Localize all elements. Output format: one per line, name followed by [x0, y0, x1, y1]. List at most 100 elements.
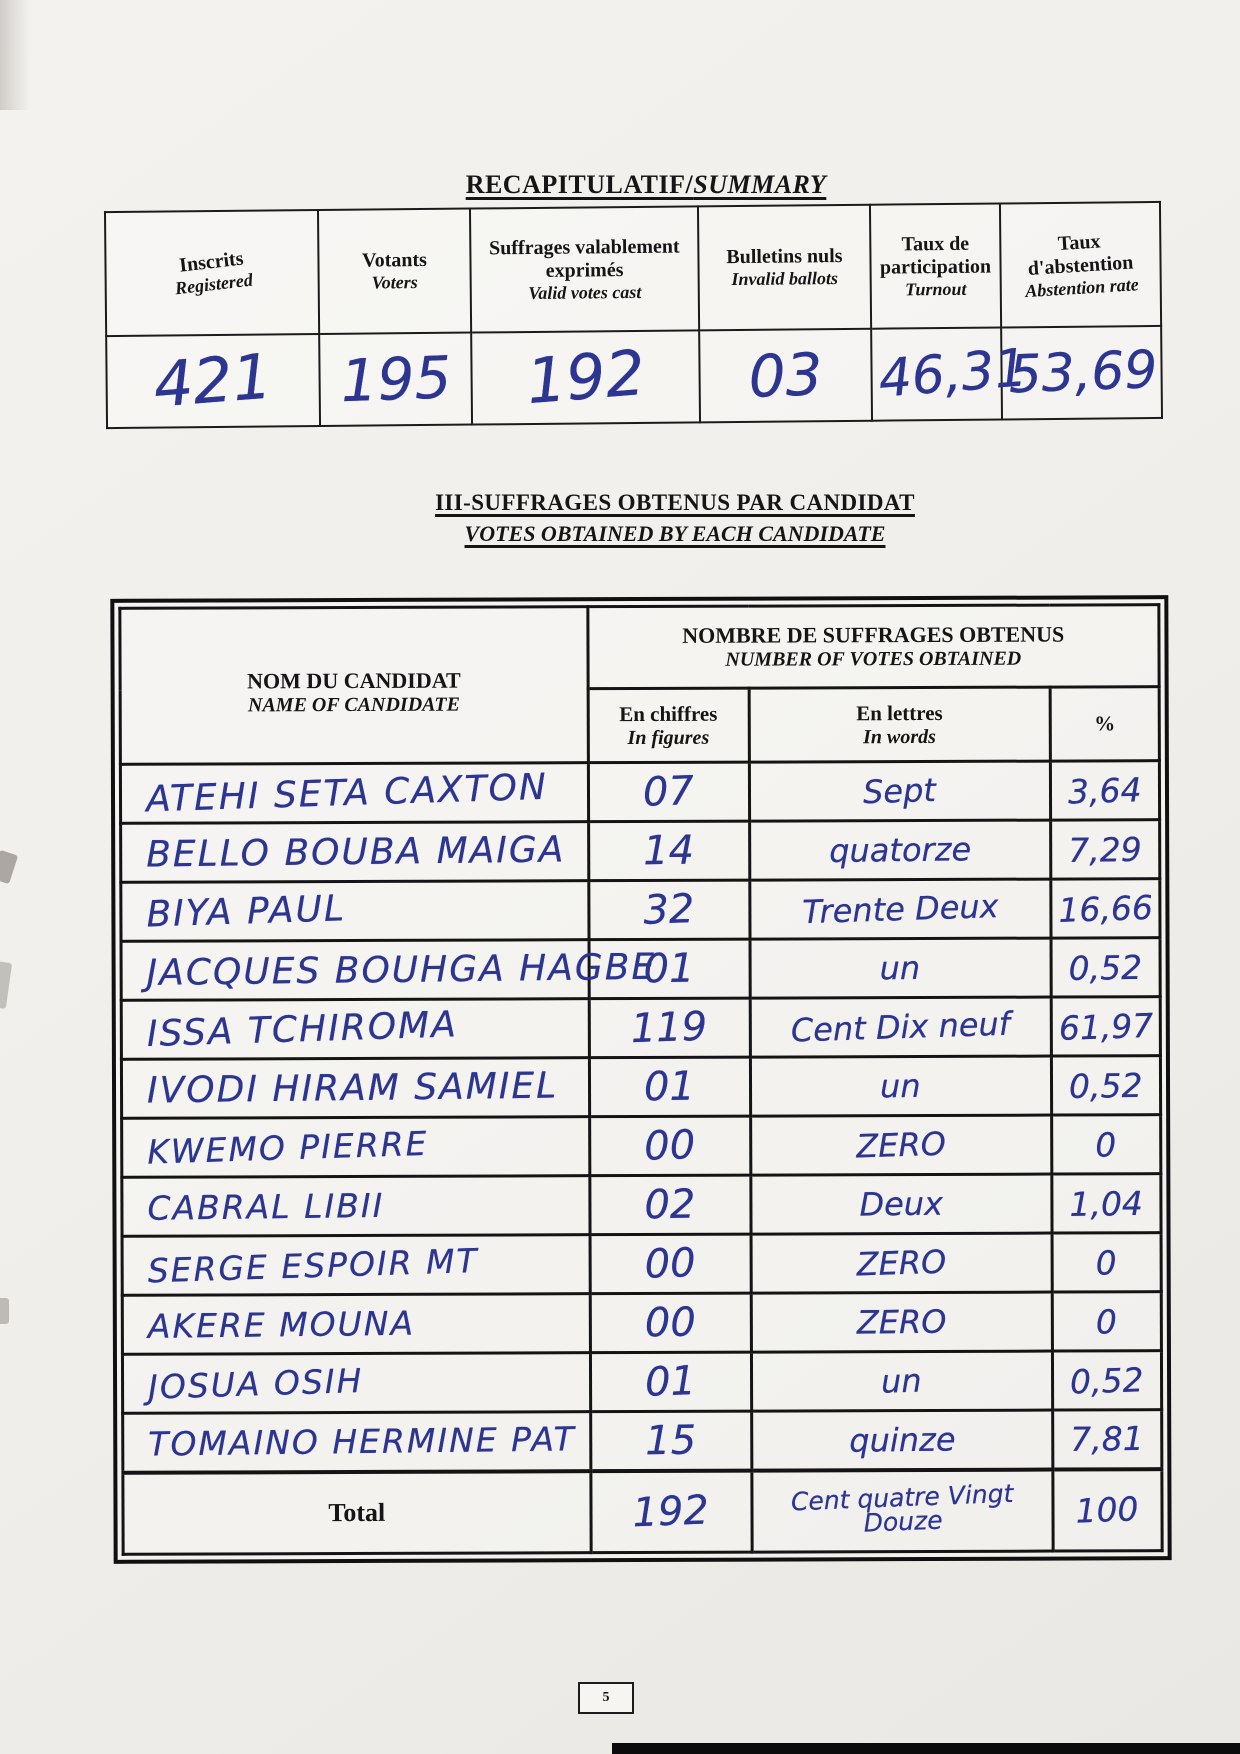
document-title: RECAPITULATIF/SUMMARY	[26, 170, 1240, 200]
candidate-name-cell: ISSA TCHIROMA	[121, 998, 589, 1060]
percent-cell: 0	[1051, 1232, 1162, 1293]
words-cell: Deux	[750, 1174, 1052, 1235]
summary-value-abstention: 53,69	[1001, 325, 1163, 420]
candidate-row: AKERE MOUNA 00 ZERO 0	[122, 1291, 1162, 1355]
words-cell: Cent Dix neuf	[749, 997, 1052, 1058]
words-cell: ZERO	[750, 1115, 1052, 1176]
candidate-name-cell: JOSUA OSIH	[122, 1352, 591, 1414]
figures-cell: 01	[588, 1057, 751, 1117]
words-cell: Trente Deux	[749, 879, 1051, 940]
summary-header-row: Inscrits Registered Votants Voters Suffrag…	[104, 201, 1162, 337]
candidate-row: BIYA PAUL 32 Trente Deux 16,66	[120, 878, 1161, 942]
figures-cell: 32	[588, 880, 750, 940]
scan-artifact-mark	[0, 849, 19, 885]
summary-header-invalid-ballots: Bulletins nuls Invalid ballots	[697, 204, 872, 331]
document-title-en: SUMMARY	[693, 170, 827, 199]
candidate-row: JACQUES BOUHGA HAGBE 01 un 0,52	[121, 937, 1161, 1001]
candidate-name-cell: BELLO BOUBA MAIGA	[120, 821, 589, 883]
total-percent-cell: 100	[1052, 1468, 1163, 1552]
votes-header-name: NOM DU CANDIDAT NAME OF CANDIDATE	[119, 606, 588, 765]
percent-cell: 0	[1051, 1114, 1161, 1175]
candidate-row: JOSUA OSIH 01 un 0,52	[122, 1350, 1162, 1414]
percent-cell: 1,04	[1051, 1173, 1162, 1234]
total-label: Total	[122, 1470, 591, 1555]
percent-cell: 0,52	[1050, 937, 1161, 998]
total-row: Total 192 Cent quatre Vingt Douze 100	[122, 1468, 1163, 1555]
scan-artifact-mark	[0, 1298, 9, 1324]
votes-table: NOM DU CANDIDAT NAME OF CANDIDATE NOMBRE…	[118, 603, 1163, 1556]
figures-cell: 14	[588, 821, 750, 881]
words-cell: quinze	[751, 1410, 1053, 1471]
section-title: III-SUFFRAGES OBTENUS PAR CANDIDAT VOTES…	[55, 490, 1240, 547]
summary-value-valid-votes: 192	[471, 330, 701, 425]
figures-cell: 15	[590, 1411, 752, 1471]
candidate-row: TOMAINO HERMINE PAT 15 quinze 7,81	[122, 1409, 1162, 1473]
page-number: 5	[602, 1690, 610, 1705]
votes-header-percent: %	[1050, 686, 1160, 762]
figures-cell: 02	[589, 1175, 751, 1235]
candidate-name-cell: IVODI HIRAM SAMIEL	[121, 1057, 590, 1119]
scan-artifact-bottom-band	[612, 1743, 1240, 1754]
words-cell: ZERO	[750, 1292, 1053, 1353]
candidate-name-cell: BIYA PAUL	[120, 880, 589, 942]
words-cell: quatorze	[749, 820, 1051, 881]
candidate-row: KWEMO PIERRE 00 ZERO 0	[121, 1114, 1161, 1178]
candidate-row: CABRAL LIBII 02 Deux 1,04	[121, 1173, 1162, 1237]
section-title-en: VOTES OBTAINED BY EACH CANDIDATE	[464, 521, 886, 546]
figures-cell: 00	[589, 1293, 752, 1353]
candidate-row: BELLO BOUBA MAIGA 14 quatorze 7,29	[120, 819, 1160, 883]
candidate-name-cell: AKERE MOUNA	[122, 1293, 591, 1355]
candidate-row: ATEHI SETA CAXTON 07 Sept 3,64	[120, 760, 1160, 824]
candidate-row: SERGE ESPOIR MT 00 ZERO 0	[122, 1232, 1162, 1296]
candidate-name-cell: CABRAL LIBII	[121, 1175, 590, 1237]
figures-cell: 01	[590, 1352, 752, 1412]
percent-cell: 0,52	[1051, 1055, 1161, 1116]
percent-cell: 16,66	[1050, 878, 1161, 939]
percent-cell: 7,29	[1050, 819, 1160, 880]
scan-edge-shade	[0, 0, 30, 110]
words-cell: un	[749, 938, 1052, 999]
votes-header-row-1: NOM DU CANDIDAT NAME OF CANDIDATE NOMBRE…	[119, 604, 1160, 765]
summary-header-abstention: Taux d'abstention Abstention rate	[999, 201, 1162, 328]
summary-header-turnout: Taux de participation Turnout	[869, 203, 1002, 329]
summary-value-registered: 421	[106, 334, 321, 429]
candidate-name-cell: TOMAINO HERMINE PAT	[122, 1411, 591, 1473]
summary-value-invalid-ballots: 03	[699, 328, 873, 423]
scan-artifact-mark	[0, 961, 13, 1009]
words-cell: ZERO	[750, 1233, 1053, 1294]
candidate-name-cell: JACQUES BOUHGA HAGBE	[121, 939, 656, 1001]
percent-cell: 61,97	[1051, 996, 1161, 1057]
summary-header-registered: Inscrits Registered	[104, 210, 320, 337]
summary-header-valid-votes: Suffrages valablement exprimés Valid vote…	[469, 206, 700, 333]
candidate-row: IVODI HIRAM SAMIEL 01 un 0,52	[121, 1055, 1161, 1119]
summary-header-voters: Votants Voters	[317, 208, 472, 335]
votes-table-frame: NOM DU CANDIDAT NAME OF CANDIDATE NOMBRE…	[110, 595, 1172, 1564]
figures-cell: 119	[588, 998, 751, 1058]
section-title-fr: III-SUFFRAGES OBTENUS PAR CANDIDAT	[435, 490, 915, 515]
votes-header-number-obtained: NOMBRE DE SUFFRAGES OBTENUS NUMBER OF VO…	[587, 604, 1160, 689]
candidate-name-cell: ATEHI SETA CAXTON	[120, 762, 589, 824]
votes-header-words: En lettres In words	[748, 687, 1051, 763]
percent-cell: 3,64	[1050, 760, 1160, 821]
words-cell: Sept	[748, 761, 1051, 822]
words-cell: un	[750, 1056, 1052, 1117]
figures-cell: 00	[589, 1116, 751, 1176]
summary-value-turnout: 46,31	[871, 327, 1030, 421]
percent-cell: 7,81	[1052, 1409, 1162, 1470]
percent-cell: 0	[1052, 1291, 1162, 1352]
figures-cell: 00	[589, 1234, 751, 1294]
words-cell: un	[751, 1351, 1053, 1412]
summary-table: Inscrits Registered Votants Voters Suffrag…	[103, 200, 1164, 430]
document-title-fr: RECAPITULATIF/	[465, 170, 694, 199]
page-number-box: 5	[578, 1682, 634, 1714]
total-figures-cell: 192	[590, 1470, 752, 1553]
votes-header-figures: En chiffres In figures	[587, 688, 749, 763]
candidate-name-cell: SERGE ESPOIR MT	[122, 1234, 590, 1296]
percent-cell: 0,52	[1052, 1350, 1162, 1411]
summary-values-row: 421 195 192 03 46,31 53,69	[106, 325, 1163, 429]
candidate-row: ISSA TCHIROMA 119 Cent Dix neuf 61,97	[121, 996, 1161, 1060]
figures-cell: 07	[587, 762, 750, 822]
summary-value-voters: 195	[319, 332, 473, 427]
candidate-name-cell: KWEMO PIERRE	[121, 1116, 590, 1178]
